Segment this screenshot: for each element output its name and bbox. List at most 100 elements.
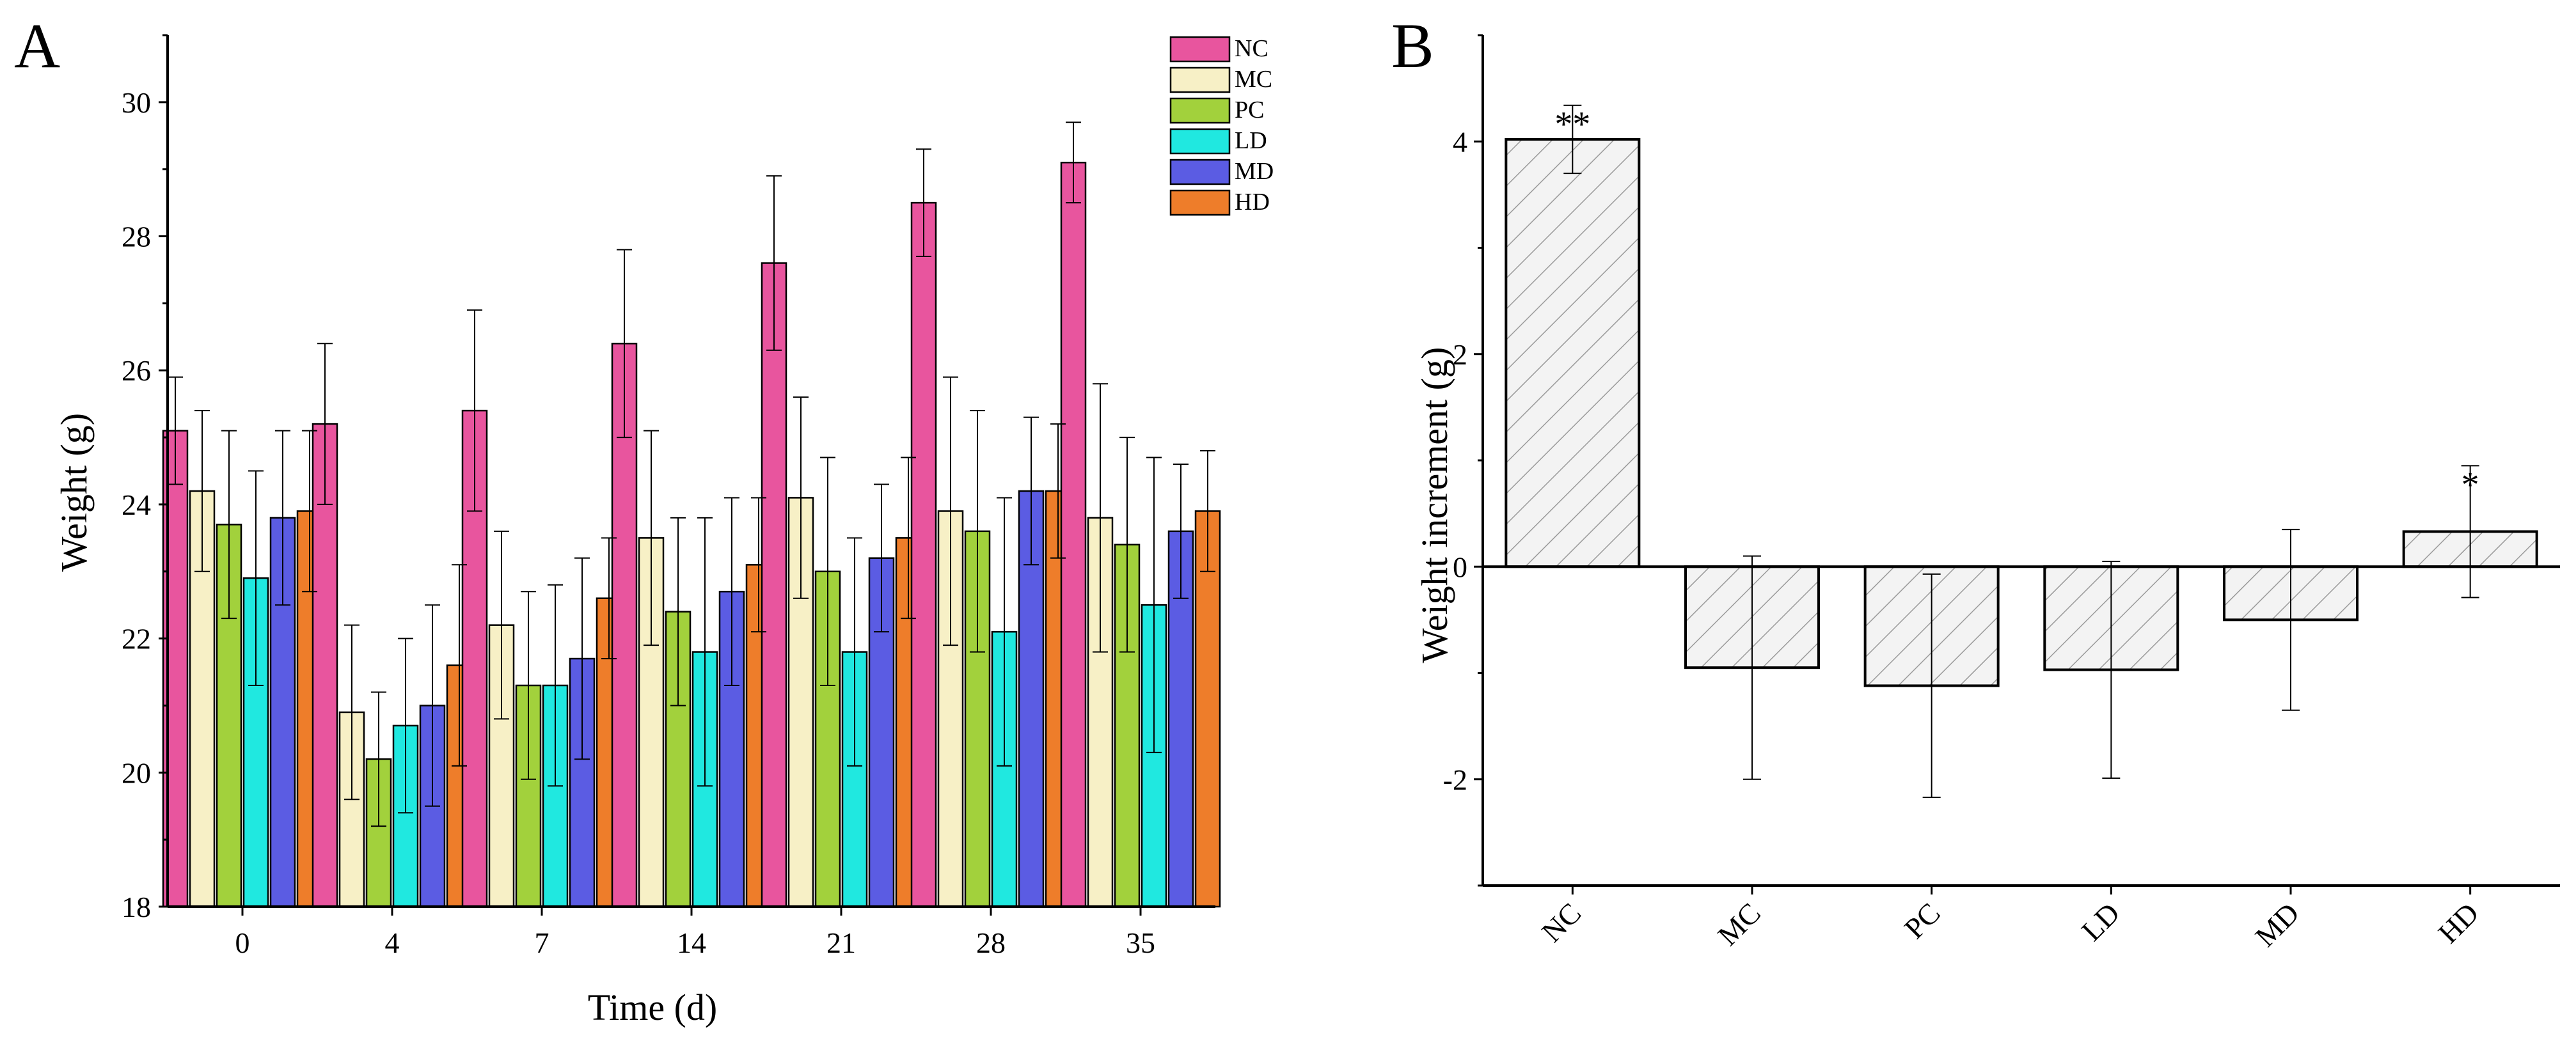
panel-b-y-axis-title: Weight increment (g) <box>1414 347 1455 664</box>
error-bar-ld-day-7 <box>548 584 563 787</box>
error-bar-ld <box>2102 560 2121 779</box>
error-bar-md-day-35 <box>1173 464 1189 599</box>
legend-swatch-ld <box>1169 128 1231 155</box>
b-x-tick-label-mc: MC <box>1711 896 1767 952</box>
error-bar-pc-day-4 <box>371 691 386 827</box>
error-bar-ld-day-0 <box>248 470 264 687</box>
b-x-tick-label-md: MD <box>2249 896 2305 953</box>
panel-b-error-bars <box>1563 104 2479 799</box>
b-x-tick-label-ld: LD <box>2075 896 2126 947</box>
error-bar-nc-day-21 <box>766 175 782 351</box>
bar-nc <box>1505 137 1641 568</box>
x-tick-label-4: 4 <box>385 926 400 959</box>
panel-b: B *** -2 0 2 4 NC MC PC LD MD HD Weight incremen… <box>1391 10 2560 953</box>
error-bar-mc-day-4 <box>344 624 360 801</box>
b-x-tick-label-pc: PC <box>1898 896 1947 945</box>
error-bar-hd-day-21 <box>901 457 916 620</box>
legend-swatch-hd <box>1169 189 1231 216</box>
error-bar-ld-day-4 <box>398 637 413 814</box>
error-bar-hd-day-0 <box>302 430 317 593</box>
panel-b-x-ticks: NC MC PC LD MD HD <box>1535 886 2485 953</box>
b-y-tick-label--2: -2 <box>1443 763 1467 796</box>
legend-item-nc: NC <box>1169 35 1268 63</box>
bar-nc-day-28 <box>910 201 937 908</box>
panel-a-bars <box>162 161 1221 908</box>
panel-b-axes <box>1482 35 2560 887</box>
error-bar-pc-day-0 <box>221 430 237 620</box>
y-tick-label-22: 22 <box>122 623 151 655</box>
error-bar-nc <box>1563 104 1582 175</box>
legend-label-ld: LD <box>1235 127 1267 154</box>
error-bar-pc-day-35 <box>1119 437 1135 653</box>
error-bar-mc-day-7 <box>494 530 509 720</box>
x-tick-label-35: 35 <box>1126 926 1155 959</box>
x-tick-label-14: 14 <box>677 926 706 959</box>
legend-item-md: MD <box>1169 158 1274 185</box>
error-bar-mc <box>1743 555 1761 780</box>
error-bar-hd-day-7 <box>601 537 617 660</box>
panel-a-legend: NC MC PC LD MD HD <box>1169 35 1274 216</box>
y-tick-label-30: 30 <box>122 86 151 119</box>
panel-b-annotations: *** <box>1554 105 2479 505</box>
y-tick-label-26: 26 <box>122 354 151 387</box>
y-tick-label-18: 18 <box>122 891 151 923</box>
panel-b-label: B <box>1391 10 1434 81</box>
legend-item-pc: PC <box>1169 97 1264 124</box>
legend-item-mc: MC <box>1169 66 1272 93</box>
error-bar-hd-day-14 <box>751 497 766 633</box>
error-bar-md-day-4 <box>425 604 440 807</box>
b-x-tick-label-nc: NC <box>1535 896 1587 948</box>
legend-label-nc: NC <box>1235 35 1268 62</box>
error-bar-hd-day-35 <box>1200 450 1215 572</box>
error-bar-md-day-7 <box>574 557 590 760</box>
panel-a-error-bars <box>168 121 1215 827</box>
bar-nc-day-35 <box>1060 161 1087 908</box>
panel-a-y-ticks: 18 20 22 24 26 28 30 <box>122 34 168 923</box>
error-bar-pc-day-21 <box>820 457 835 687</box>
legend-swatch-nc <box>1169 36 1231 63</box>
x-tick-label-0: 0 <box>235 926 250 959</box>
error-bar-nc-day-7 <box>467 309 482 512</box>
legend-swatch-pc <box>1169 97 1231 124</box>
panel-a-x-ticks: 0 4 7 14 21 28 35 <box>235 907 1155 959</box>
panel-b-bars <box>1505 137 2538 687</box>
b-x-tick-label-hd: HD <box>2432 896 2485 949</box>
legend-label-mc: MC <box>1235 66 1272 93</box>
legend-item-hd: HD <box>1169 189 1270 216</box>
error-bar-pc-day-28 <box>970 410 985 653</box>
bar-nc-day-21 <box>761 262 787 908</box>
error-bar-ld-day-14 <box>697 517 713 787</box>
panel-a-y-axis-title: Weight (g) <box>53 413 95 572</box>
legend-label-hd: HD <box>1235 189 1270 215</box>
y-tick-label-20: 20 <box>122 756 151 789</box>
panel-b-y-ticks: -2 0 2 4 <box>1443 34 1483 887</box>
bar-ld-day-0 <box>242 577 269 908</box>
error-bar-nc-day-14 <box>617 249 632 439</box>
b-y-tick-label-0: 0 <box>1453 551 1467 583</box>
legend-swatch-mc <box>1169 66 1231 93</box>
b-y-tick-label-2: 2 <box>1453 338 1467 371</box>
error-bar-mc-day-14 <box>644 430 659 646</box>
b-y-tick-label-4: 4 <box>1453 125 1467 158</box>
error-bar-ld-day-35 <box>1146 457 1162 753</box>
error-bar-md <box>2282 529 2300 711</box>
legend-swatch-md <box>1169 159 1231 185</box>
error-bar-pc <box>1922 573 1941 799</box>
error-bar-md-day-14 <box>724 497 739 687</box>
error-bar-md-day-0 <box>275 430 290 606</box>
error-bar-nc-day-35 <box>1066 121 1081 204</box>
x-tick-label-28: 28 <box>976 926 1006 959</box>
panel-a-label: A <box>14 10 60 81</box>
error-bar-mc-day-28 <box>943 376 958 646</box>
y-tick-label-28: 28 <box>122 221 151 253</box>
legend-item-ld: LD <box>1169 127 1267 155</box>
error-bar-nc-day-4 <box>317 343 333 505</box>
error-bar-md-day-21 <box>874 483 889 633</box>
error-bar-pc-day-7 <box>521 591 536 780</box>
legend-label-pc: PC <box>1235 97 1264 123</box>
x-tick-label-21: 21 <box>826 926 856 959</box>
error-bar-hd <box>2461 465 2479 598</box>
x-tick-label-7: 7 <box>535 926 549 959</box>
error-bar-nc-day-0 <box>168 376 183 485</box>
